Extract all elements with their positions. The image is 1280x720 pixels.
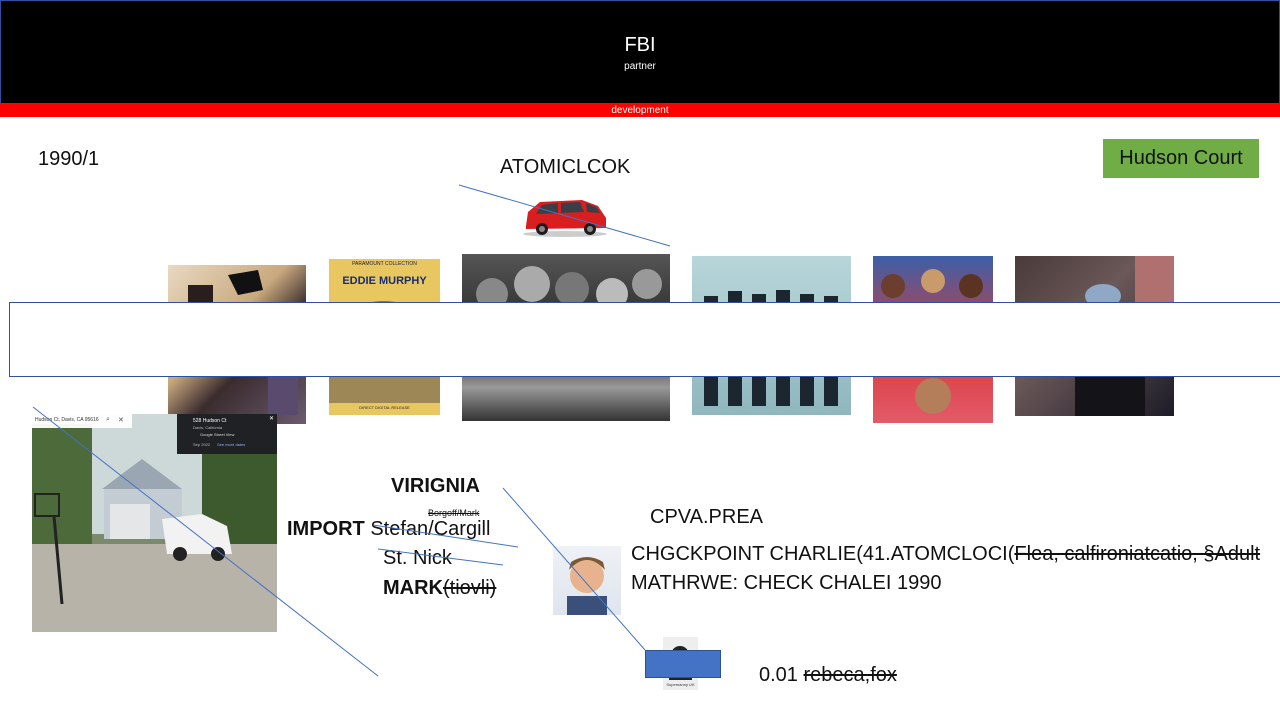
hudson-court-tag: Hudson Court	[1103, 139, 1259, 178]
mark-keyword: MARK	[383, 577, 443, 599]
album-top-text: PARAMOUNT COLLECTION	[352, 261, 417, 267]
header-subtitle: partner	[624, 61, 656, 72]
red-car-image	[523, 200, 607, 237]
blue-rectangle-shape	[645, 650, 721, 678]
checkpoint-line-1: CHGCKPOINT CHARLIE(41.ATOMCLOCI(Flea, ca…	[631, 543, 1260, 566]
search-icon[interactable]: ⌕	[106, 416, 110, 423]
header-banner	[0, 0, 1280, 104]
close-search-icon[interactable]: ✕	[118, 417, 124, 424]
bottom-value-line: 0.01 rebeca,fox	[759, 664, 897, 687]
date-label: 1990/1	[38, 148, 100, 170]
thumbnail-caption: Supernanny UK	[666, 682, 695, 687]
see-more-dates-link[interactable]: See more dates	[217, 442, 246, 447]
virignia-label: VIRIGNIA	[391, 475, 480, 497]
album-bottom-text: DIRECT DIGITAL RELEASE	[359, 405, 410, 410]
street-view-source: Google Street View	[200, 432, 235, 437]
import-keyword: IMPORT	[287, 518, 365, 540]
import-names: Stefan/Cargill	[370, 518, 491, 540]
street-view-address: Hudson Ct, Davis, CA 95616	[35, 417, 99, 423]
borgoff-mark-label: Borgoff/Mark	[428, 508, 480, 518]
street-view-city: Davis, California	[193, 425, 223, 430]
checkpoint-struck-text: Flea, calfironiatcatio, §Adult	[1014, 543, 1261, 565]
red-bar-label: development	[611, 105, 669, 116]
bottom-struck-text: rebeca,fox	[803, 664, 897, 686]
mark-struck-text: (tiovli)	[443, 577, 497, 599]
checkpoint-line-1-text: CHGCKPOINT CHARLIE(41.ATOMCLOCI(	[631, 543, 1015, 565]
checkpoint-line-2: MATHRWE: CHECK CHALEI 1990	[631, 572, 942, 594]
st-nick-label: St. Nick	[383, 547, 452, 569]
portrait-photo	[553, 546, 621, 615]
bottom-value: 0.01	[759, 664, 798, 686]
atomic-clock-label: ATOMICLCOK	[500, 156, 631, 178]
cpva-label: CPVA.PREA	[650, 506, 763, 528]
mark-line: MARK(tiovli)	[383, 577, 496, 600]
album-artist-text: EDDIE MURPHY	[342, 275, 427, 287]
import-line: IMPORT Stefan/Cargill	[287, 518, 490, 541]
street-view-screenshot: Hudson Ct, Davis, CA 95616 ⌕ ✕ 528 Hudso…	[32, 414, 277, 632]
red-divider-bar	[0, 104, 1280, 117]
header-title: FBI	[624, 34, 656, 56]
street-view-place: 528 Hudson Ct	[193, 418, 227, 424]
street-view-date: Sep 2022	[193, 442, 211, 447]
close-card-icon[interactable]: ✕	[269, 416, 275, 422]
empty-text-box	[9, 302, 1280, 377]
